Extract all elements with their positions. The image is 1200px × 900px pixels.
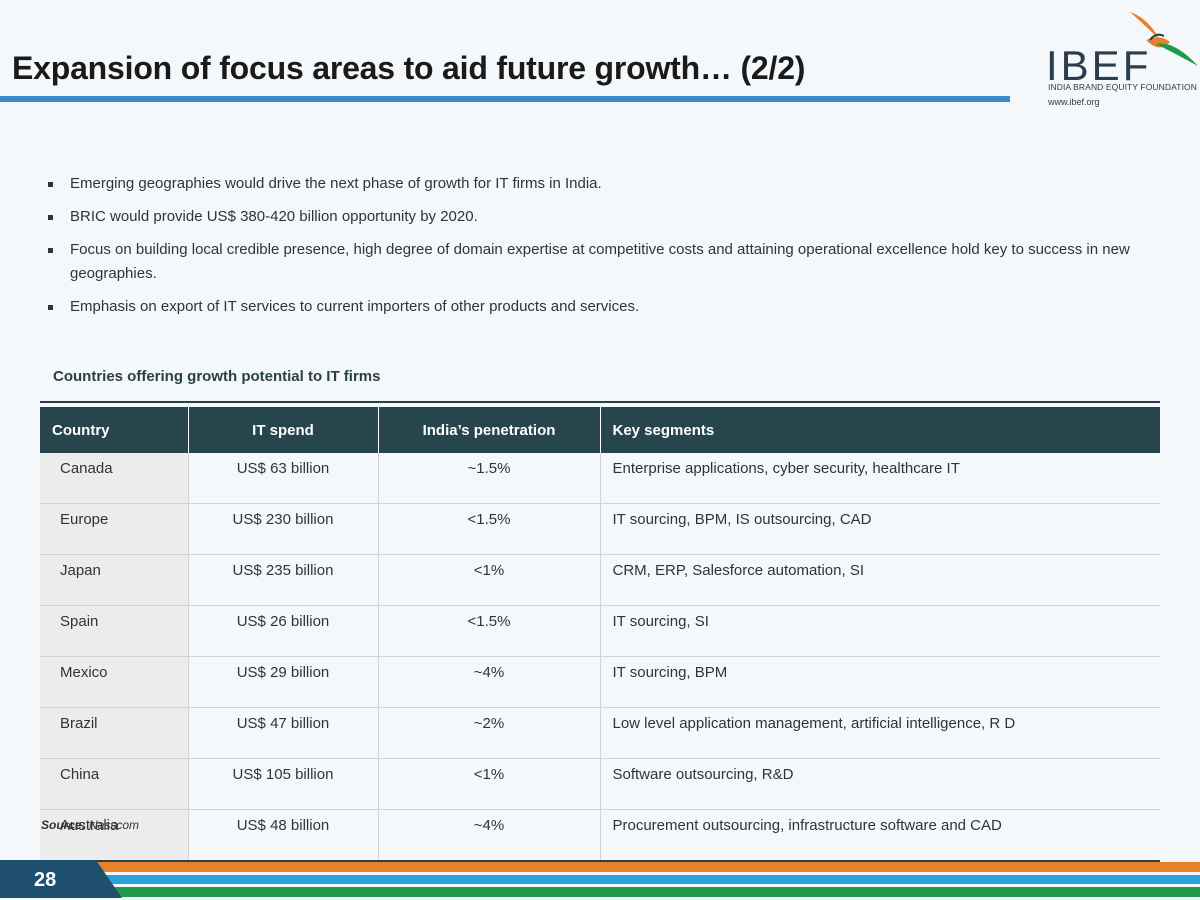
cell-penetration: <1.5%	[378, 605, 601, 657]
bird-logo-icon	[1130, 12, 1198, 66]
growth-countries-table: Country IT spend India’s penetration Key…	[40, 407, 1160, 862]
cell-it-spend: US$ 47 billion	[188, 707, 379, 759]
logo-subtitle: INDIA BRAND EQUITY FOUNDATION	[1048, 82, 1197, 92]
cell-key-segments: Software outsourcing, R&D	[600, 758, 1160, 810]
cell-key-segments: IT sourcing, SI	[600, 605, 1160, 657]
table-row: Brazil US$ 47 billion ~2% Low level applica…	[40, 707, 1160, 759]
bullet-item: Emphasis on export of IT services to cur…	[46, 295, 1156, 319]
bullet-item: Emerging geographies would drive the nex…	[46, 172, 1156, 196]
table-row: Japan US$ 235 billion <1% CRM, ERP, Salesfo…	[40, 554, 1160, 606]
header-it-spend: IT spend	[188, 407, 379, 453]
bullet-list: Emerging geographies would drive the nex…	[46, 172, 1156, 328]
source-label: Source:	[41, 818, 86, 832]
title-underline	[0, 96, 1010, 102]
bullet-text: BRIC would provide US$ 380-420 billion o…	[70, 208, 478, 225]
table-caption: Countries offering growth potential to I…	[53, 368, 381, 385]
cell-country: Canada	[40, 453, 189, 504]
logo-wordmark: IBEF	[1046, 42, 1152, 89]
table-row: Spain US$ 26 billion <1.5% IT sourcing, SI	[40, 605, 1160, 657]
cell-country: Australia	[40, 809, 189, 862]
cell-country: China	[40, 758, 189, 810]
page-number: 28	[34, 869, 57, 891]
bullet-item: BRIC would provide US$ 380-420 billion o…	[46, 205, 1156, 229]
page-title: Expansion of focus areas to aid future g…	[12, 50, 806, 86]
bullet-text: Focus on building local credible presenc…	[70, 241, 1130, 282]
table-row: Australia US$ 48 billion ~4% Procurement ou…	[40, 809, 1160, 862]
header-india-penetration: India’s penetration	[378, 407, 601, 453]
cell-country: Mexico	[40, 656, 189, 708]
bullet-square-icon	[48, 182, 53, 187]
table-row: China US$ 105 billion <1% Software outsourc…	[40, 758, 1160, 810]
cell-key-segments: Low level application management, artifi…	[600, 707, 1160, 759]
table-row: Europe US$ 230 billion <1.5% IT sourcing, B…	[40, 503, 1160, 555]
header-country: Country	[40, 407, 189, 453]
bullet-item: Focus on building local credible presenc…	[46, 238, 1156, 286]
cell-penetration: <1.5%	[378, 503, 601, 555]
bullet-square-icon	[48, 215, 53, 220]
cell-penetration: <1%	[378, 758, 601, 810]
cell-country: Spain	[40, 605, 189, 657]
cell-it-spend: US$ 105 billion	[188, 758, 379, 810]
logo-url: www.ibef.org	[1048, 97, 1100, 107]
cell-penetration: ~2%	[378, 707, 601, 759]
cell-it-spend: US$ 29 billion	[188, 656, 379, 708]
cell-penetration: ~4%	[378, 656, 601, 708]
ibef-logo: IBEF INDIA BRAND EQUITY FOUNDATION www.i…	[1040, 10, 1200, 110]
cell-it-spend: US$ 26 billion	[188, 605, 379, 657]
cell-key-segments: IT sourcing, BPM, IS outsourcing, CAD	[600, 503, 1160, 555]
cell-it-spend: US$ 235 billion	[188, 554, 379, 606]
cell-key-segments: IT sourcing, BPM	[600, 656, 1160, 708]
cell-it-spend: US$ 48 billion	[188, 809, 379, 862]
source-note: Source: Nasscom	[41, 818, 139, 832]
cell-key-segments: Procurement outsourcing, infrastructure …	[600, 809, 1160, 862]
cell-country: Brazil	[40, 707, 189, 759]
cell-it-spend: US$ 63 billion	[188, 453, 379, 504]
cell-penetration: ~4%	[378, 809, 601, 862]
cell-country: Europe	[40, 503, 189, 555]
table-header-row: Country IT spend India’s penetration Key…	[40, 407, 1160, 453]
bullet-text: Emphasis on export of IT services to cur…	[70, 298, 640, 315]
table-row: Canada US$ 63 billion ~1.5% Enterprise appl…	[40, 453, 1160, 504]
bullet-square-icon	[48, 248, 53, 253]
bullet-square-icon	[48, 305, 53, 310]
header-key-segments: Key segments	[600, 407, 1160, 453]
footer-stripes	[0, 860, 1200, 898]
cell-key-segments: Enterprise applications, cyber security,…	[600, 453, 1160, 504]
cell-penetration: ~1.5%	[378, 453, 601, 504]
source-value: Nasscom	[89, 818, 140, 832]
cell-key-segments: CRM, ERP, Salesforce automation, SI	[600, 554, 1160, 606]
bullet-text: Emerging geographies would drive the nex…	[70, 175, 602, 192]
cell-country: Japan	[40, 554, 189, 606]
cell-penetration: <1%	[378, 554, 601, 606]
cell-it-spend: US$ 230 billion	[188, 503, 379, 555]
table-row: Mexico US$ 29 billion ~4% IT sourcing, BPM	[40, 656, 1160, 708]
table-top-rule	[40, 401, 1160, 403]
